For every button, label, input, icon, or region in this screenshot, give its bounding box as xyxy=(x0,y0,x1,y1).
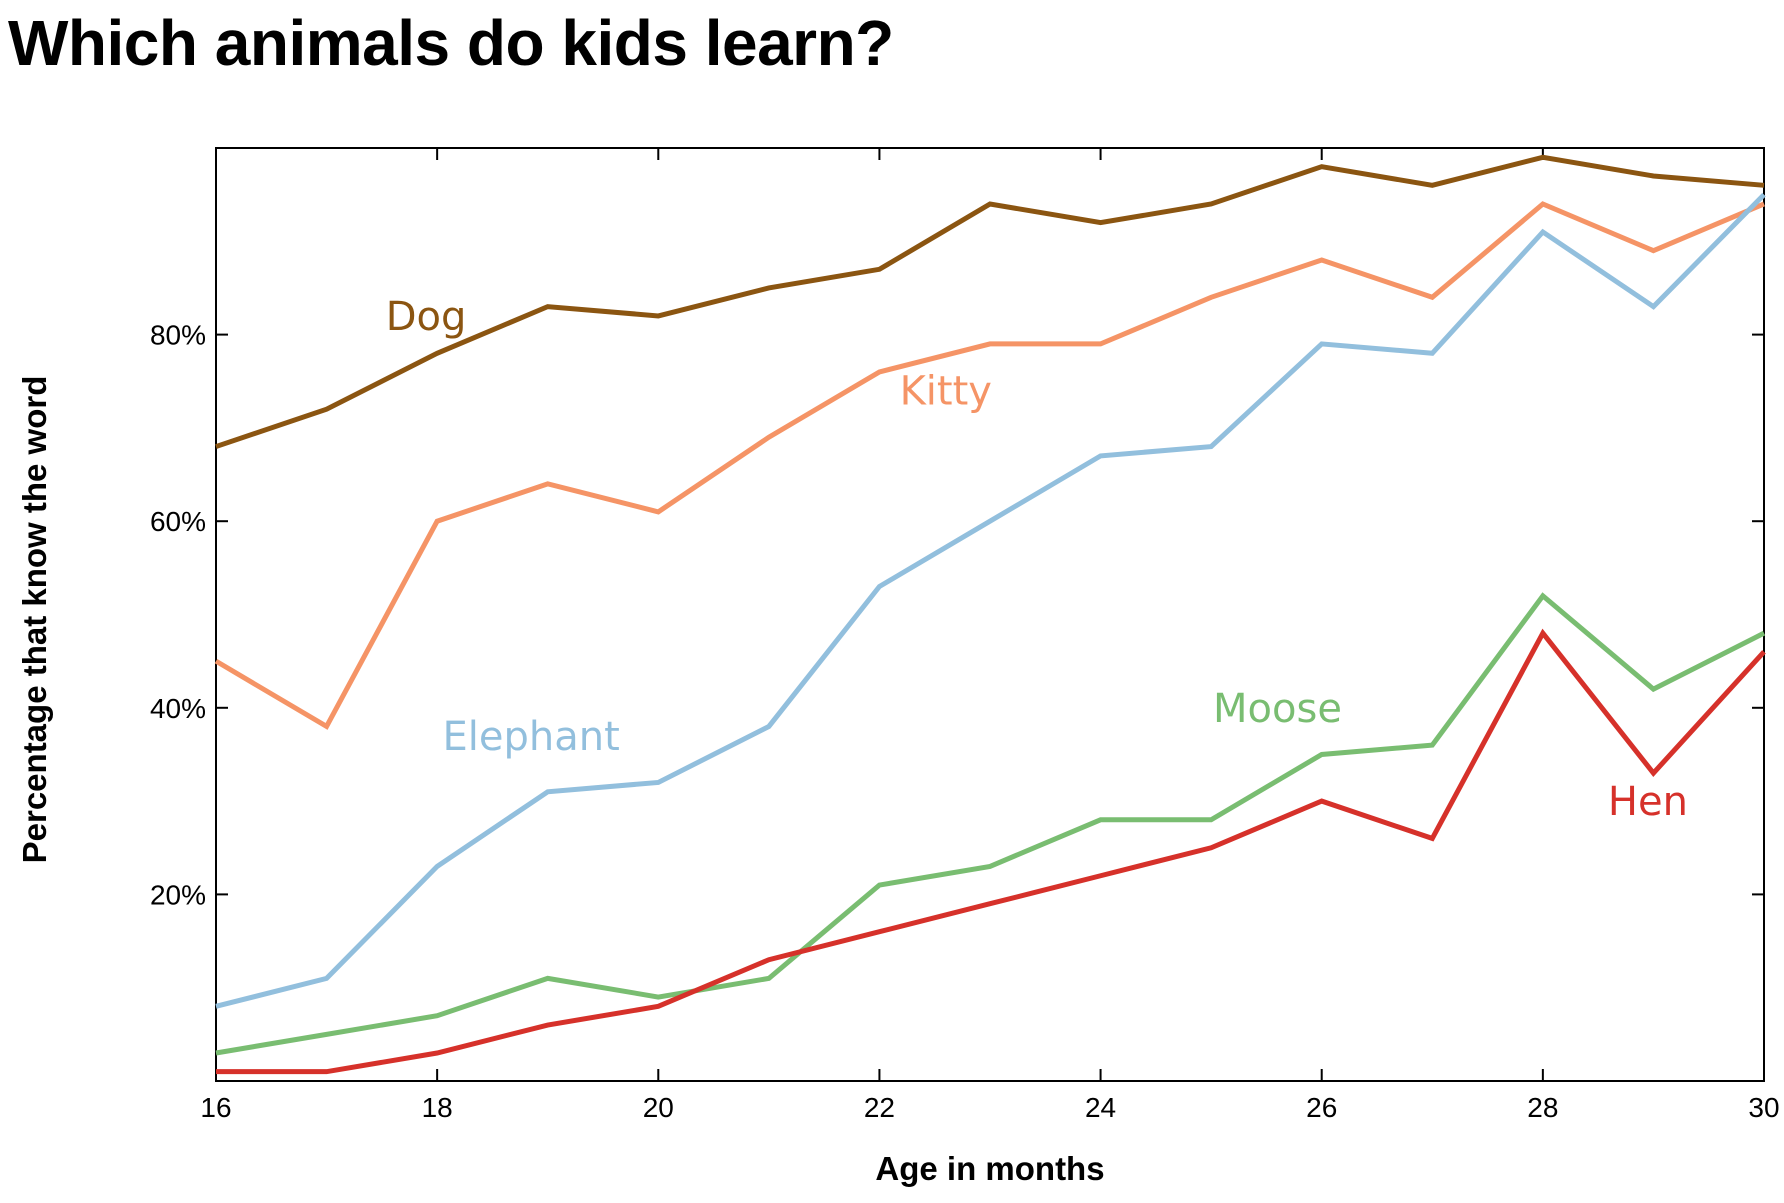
y-tick-label: 80% xyxy=(150,320,206,351)
x-tick-label: 30 xyxy=(1748,1092,1779,1123)
x-tick-label: 26 xyxy=(1306,1092,1337,1123)
series-label-dog: Dog xyxy=(386,294,467,340)
x-tick-label: 24 xyxy=(1085,1092,1116,1123)
series-line-hen xyxy=(216,628,1766,1075)
axes-frame xyxy=(215,147,1765,1082)
x-tick-label: 20 xyxy=(643,1092,674,1123)
series-lines xyxy=(214,154,1766,1075)
series-label-moose: Moose xyxy=(1213,686,1342,732)
x-tick-label: 16 xyxy=(200,1092,231,1123)
series-line-moose xyxy=(215,592,1766,1056)
y-axis-title: Percentage that know the word xyxy=(16,376,53,864)
series-label-hen: Hen xyxy=(1608,779,1688,825)
axis-ticks: 16 18 20 22 24 26 28 30 20% 40% 60% 80% xyxy=(150,148,1780,1123)
series-labels: Dog Kitty Elephant Moose Hen xyxy=(386,294,1688,825)
y-tick-label: 20% xyxy=(150,879,206,910)
chart-title: Which animals do kids learn? xyxy=(8,7,894,79)
x-tick-label: 18 xyxy=(422,1092,453,1123)
x-tick-label: 28 xyxy=(1527,1092,1558,1123)
series-label-kitty: Kitty xyxy=(900,369,992,415)
y-tick-label: 60% xyxy=(150,506,206,537)
x-tick-label: 22 xyxy=(864,1092,895,1123)
series-label-elephant: Elephant xyxy=(442,714,619,760)
plot-frame xyxy=(215,147,1765,1082)
x-axis-title: Age in months xyxy=(875,1150,1104,1187)
y-tick-label: 40% xyxy=(150,693,206,724)
series-line-kitty xyxy=(214,201,1765,730)
